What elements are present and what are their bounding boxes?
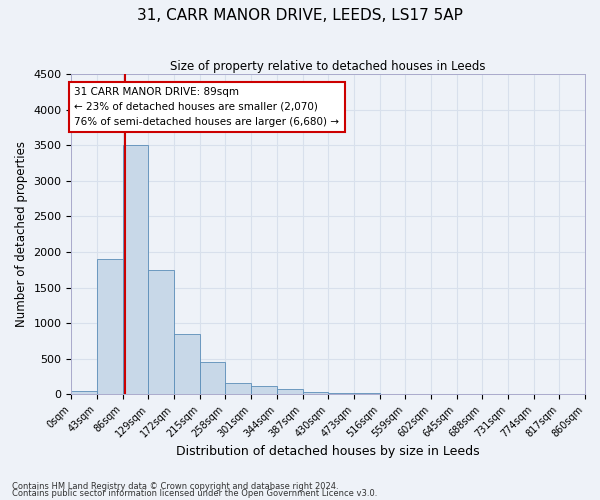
Bar <box>97 259 123 394</box>
Y-axis label: Number of detached properties: Number of detached properties <box>15 141 28 327</box>
X-axis label: Distribution of detached houses by size in Leeds: Distribution of detached houses by size … <box>176 444 480 458</box>
Bar <box>328 392 354 394</box>
Bar <box>354 393 380 394</box>
Bar <box>123 146 148 394</box>
Bar <box>200 362 226 394</box>
Text: Contains public sector information licensed under the Open Government Licence v3: Contains public sector information licen… <box>12 490 377 498</box>
Bar <box>226 383 251 394</box>
Bar <box>277 388 302 394</box>
Text: Contains HM Land Registry data © Crown copyright and database right 2024.: Contains HM Land Registry data © Crown c… <box>12 482 338 491</box>
Title: Size of property relative to detached houses in Leeds: Size of property relative to detached ho… <box>170 60 486 73</box>
Text: 31, CARR MANOR DRIVE, LEEDS, LS17 5AP: 31, CARR MANOR DRIVE, LEEDS, LS17 5AP <box>137 8 463 22</box>
Bar <box>174 334 200 394</box>
Bar <box>148 270 174 394</box>
Bar <box>302 392 328 394</box>
Bar <box>71 391 97 394</box>
Text: 31 CARR MANOR DRIVE: 89sqm
← 23% of detached houses are smaller (2,070)
76% of s: 31 CARR MANOR DRIVE: 89sqm ← 23% of deta… <box>74 87 340 126</box>
Bar <box>251 386 277 394</box>
